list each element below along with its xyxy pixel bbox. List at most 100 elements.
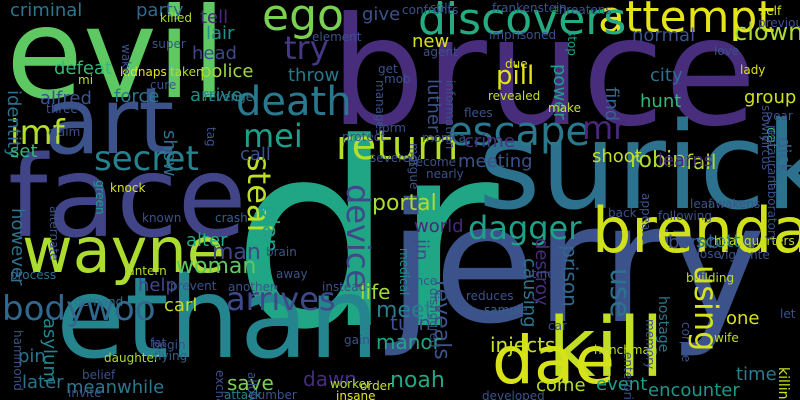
word-surick: surick <box>478 98 800 237</box>
word-revealed: revealed <box>488 89 541 103</box>
word-tag: tag <box>204 127 218 147</box>
word-year: year <box>766 109 793 123</box>
word-force: force <box>114 86 160 107</box>
word-attempt: attempt <box>598 0 775 43</box>
word-routine: routine <box>512 267 555 281</box>
word-form: form <box>378 121 406 135</box>
word-laboratory: laboratory <box>765 180 779 243</box>
word-death: death <box>236 79 352 125</box>
word-face: face <box>8 133 247 263</box>
word-disfigured: disfigured <box>427 288 441 348</box>
word-manor: manor <box>376 330 441 354</box>
word-crash: crash <box>215 211 248 225</box>
word-stop: stop <box>565 30 579 56</box>
word-event: event <box>596 374 648 395</box>
word-back: back <box>608 206 637 220</box>
word-dr: dr <box>232 89 499 386</box>
word-killing: killing <box>775 367 791 400</box>
word-robin: robin <box>630 148 687 173</box>
word-clown: clown <box>734 18 800 46</box>
word-brendan: brendan <box>592 194 800 267</box>
word-revenge: revenge <box>204 90 254 104</box>
word-since: since <box>406 274 438 288</box>
word-portal: portal <box>372 191 437 216</box>
word-injects: injects <box>490 333 556 357</box>
word-throw: throw <box>288 65 340 86</box>
word-corpse: corpse <box>679 322 693 363</box>
word-wayne: wayne <box>22 214 225 287</box>
word-alfred: alfred <box>40 88 92 109</box>
word-lair: lair <box>206 23 235 44</box>
word-come: come <box>536 375 586 396</box>
word-get: get <box>378 62 398 76</box>
word-knock: knock <box>110 181 146 195</box>
word-carl: carl <box>164 295 198 316</box>
word-criminal: criminal <box>10 0 83 21</box>
word-vigilante: vigilante <box>718 248 770 262</box>
word-ethan: ethan <box>56 254 380 384</box>
word-arrive: arrive <box>190 85 243 106</box>
word-daughter: daughter <box>104 351 159 365</box>
word-noah: noah <box>390 368 445 393</box>
word-taken: taken <box>170 65 204 79</box>
word-begin: begin <box>152 338 186 352</box>
word-art: art <box>44 68 175 175</box>
word-nearly: nearly <box>426 167 464 181</box>
word-green: green <box>93 180 107 215</box>
word-wake: wake <box>119 44 133 76</box>
word-escape: escape <box>448 109 590 155</box>
word-fat: fat <box>150 336 167 350</box>
word-hostage: hostage <box>655 296 671 353</box>
word-one: one <box>726 308 760 329</box>
word-defeat: defeat <box>54 58 112 79</box>
word-alter: alter <box>186 230 228 251</box>
word-crime: crime <box>464 131 515 152</box>
word-flying: flying <box>154 349 188 363</box>
word-threatens: threatens <box>554 3 612 17</box>
word-use: use <box>604 268 637 318</box>
word-wife: wife <box>714 331 739 345</box>
word-building: building <box>686 271 735 285</box>
word-slowly: slowly <box>759 105 773 143</box>
word-jin: jin <box>411 239 432 261</box>
word-belief: belief <box>82 368 116 382</box>
word-lantern: lantern <box>124 264 167 278</box>
word-meanwhile: meanwhile <box>66 377 165 398</box>
word-help: help <box>138 275 177 296</box>
word-dae: dae <box>492 322 615 399</box>
word-awakens: awakens <box>708 197 761 211</box>
word-invite: invite <box>68 386 102 400</box>
word-try: try <box>284 29 329 67</box>
word-city: city <box>650 65 683 86</box>
word-later: later <box>22 372 64 393</box>
word-worker: worker <box>330 377 371 391</box>
word-world: world <box>414 216 464 237</box>
word-car: car <box>548 319 567 333</box>
word-enterprise: enterprise <box>621 352 635 400</box>
word-prison: prison <box>558 245 582 307</box>
word-sample: sample <box>484 303 528 317</box>
word-insane: insane <box>336 389 376 400</box>
word-life: life <box>360 280 391 304</box>
word-bomb: bomb <box>668 232 720 253</box>
word-memory: memory <box>643 319 657 370</box>
word-discovers: discovers <box>418 0 627 45</box>
word-bodywoo: bodywoo <box>2 289 156 329</box>
word-show: show <box>159 130 180 177</box>
word-confronts: confronts <box>402 3 459 17</box>
word-medical: medical <box>397 248 411 296</box>
word-woman: woman <box>176 254 257 279</box>
word-element: element <box>312 30 362 44</box>
word-kill: kill <box>548 301 664 396</box>
word-mi: mi <box>78 73 94 87</box>
word-alternate: alternate <box>47 206 61 261</box>
word-headquarters: headquarters <box>714 234 795 248</box>
word-another: another <box>228 280 275 294</box>
word-meeting: meeting <box>458 151 533 172</box>
word-new: new <box>412 31 450 52</box>
word-instead: instead <box>322 280 367 294</box>
word-agent: agent <box>423 45 458 59</box>
word-party: party <box>136 0 184 21</box>
word-killed: killed <box>160 11 192 25</box>
